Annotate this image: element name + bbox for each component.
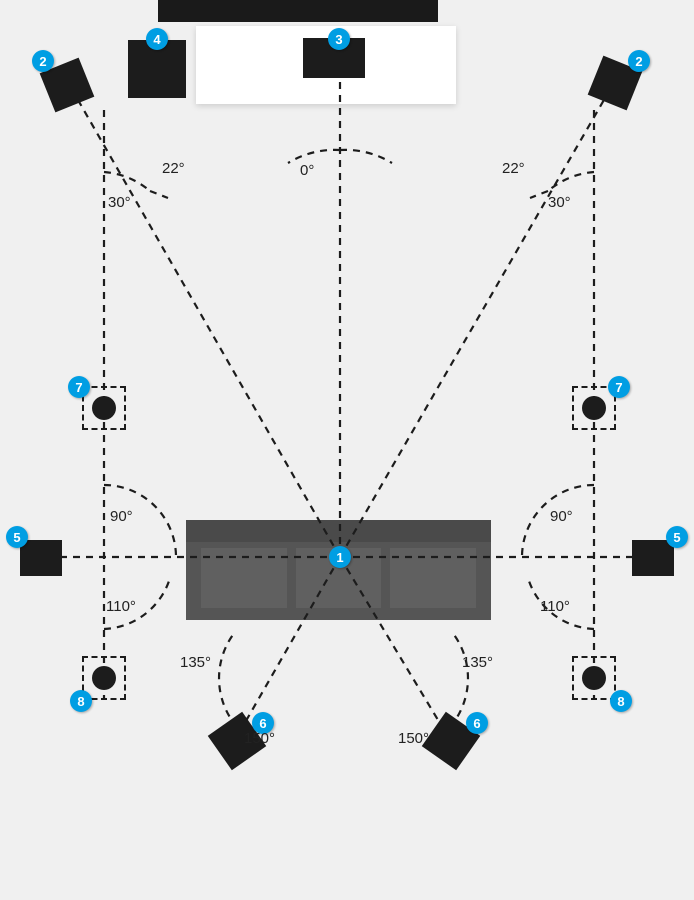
angle-lines bbox=[0, 0, 694, 900]
couch bbox=[186, 520, 491, 620]
badge-4: 4 bbox=[146, 28, 168, 50]
angle-label: 0° bbox=[300, 162, 314, 179]
speaker-5 bbox=[632, 540, 674, 576]
badge-3: 3 bbox=[328, 28, 350, 50]
badge-2: 2 bbox=[32, 50, 54, 72]
angle-label: 30° bbox=[108, 194, 131, 211]
angle-label: 90° bbox=[550, 508, 573, 525]
badge-5: 5 bbox=[6, 526, 28, 548]
badge-5: 5 bbox=[666, 526, 688, 548]
angle-label: 135° bbox=[180, 654, 211, 671]
badge-7: 7 bbox=[68, 376, 90, 398]
angle-label: 150° bbox=[398, 730, 429, 747]
badge-7: 7 bbox=[608, 376, 630, 398]
angle-label: 110° bbox=[540, 598, 570, 615]
tv-screen bbox=[158, 0, 438, 22]
angle-label: 22° bbox=[162, 160, 185, 177]
badge-8: 8 bbox=[70, 690, 92, 712]
badge-6: 6 bbox=[466, 712, 488, 734]
angle-label: 90° bbox=[110, 508, 133, 525]
speaker-5 bbox=[20, 540, 62, 576]
angle-label: 30° bbox=[548, 194, 571, 211]
angle-label: 150° bbox=[244, 730, 275, 747]
badge-1: 1 bbox=[329, 546, 351, 568]
speaker-7 bbox=[82, 386, 126, 430]
speaker-8 bbox=[572, 656, 616, 700]
badge-8: 8 bbox=[610, 690, 632, 712]
angle-label: 135° bbox=[462, 654, 493, 671]
angle-label: 110° bbox=[106, 598, 136, 615]
angle-label: 22° bbox=[502, 160, 525, 177]
badge-2: 2 bbox=[628, 50, 650, 72]
